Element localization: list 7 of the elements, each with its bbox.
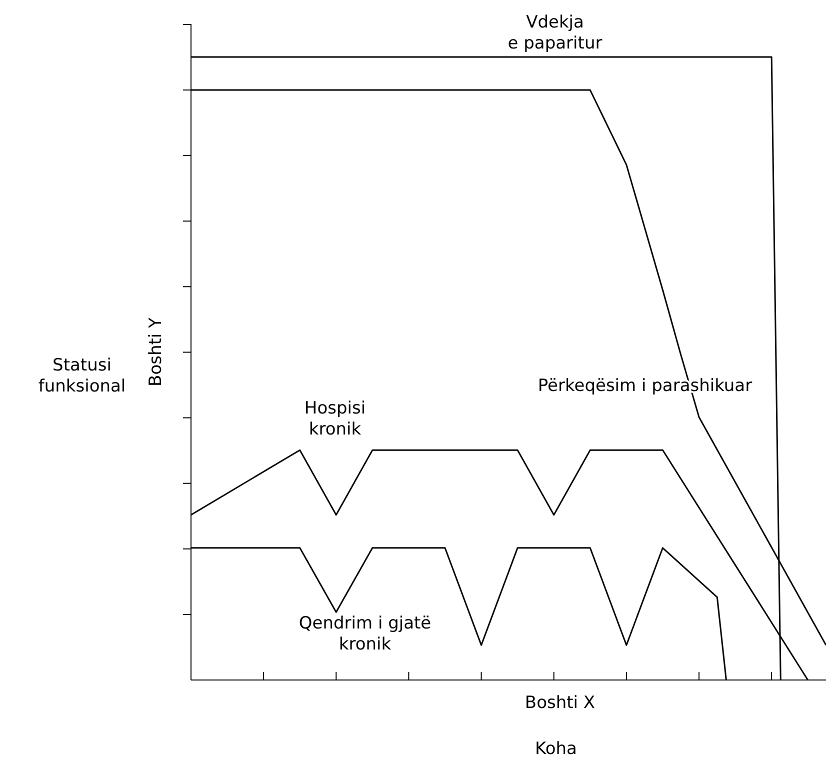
text: Statusi funksional [38, 356, 126, 396]
text: Vdekja e paparitur [508, 12, 602, 54]
text: Koha [535, 739, 577, 759]
x-axis-title: Boshti X [524, 693, 596, 713]
annotation: Hospisi kronik [304, 398, 366, 440]
y-axis-title: Boshti Y [146, 316, 166, 386]
annotation: Qendrim i gjatë kronik [298, 614, 432, 654]
